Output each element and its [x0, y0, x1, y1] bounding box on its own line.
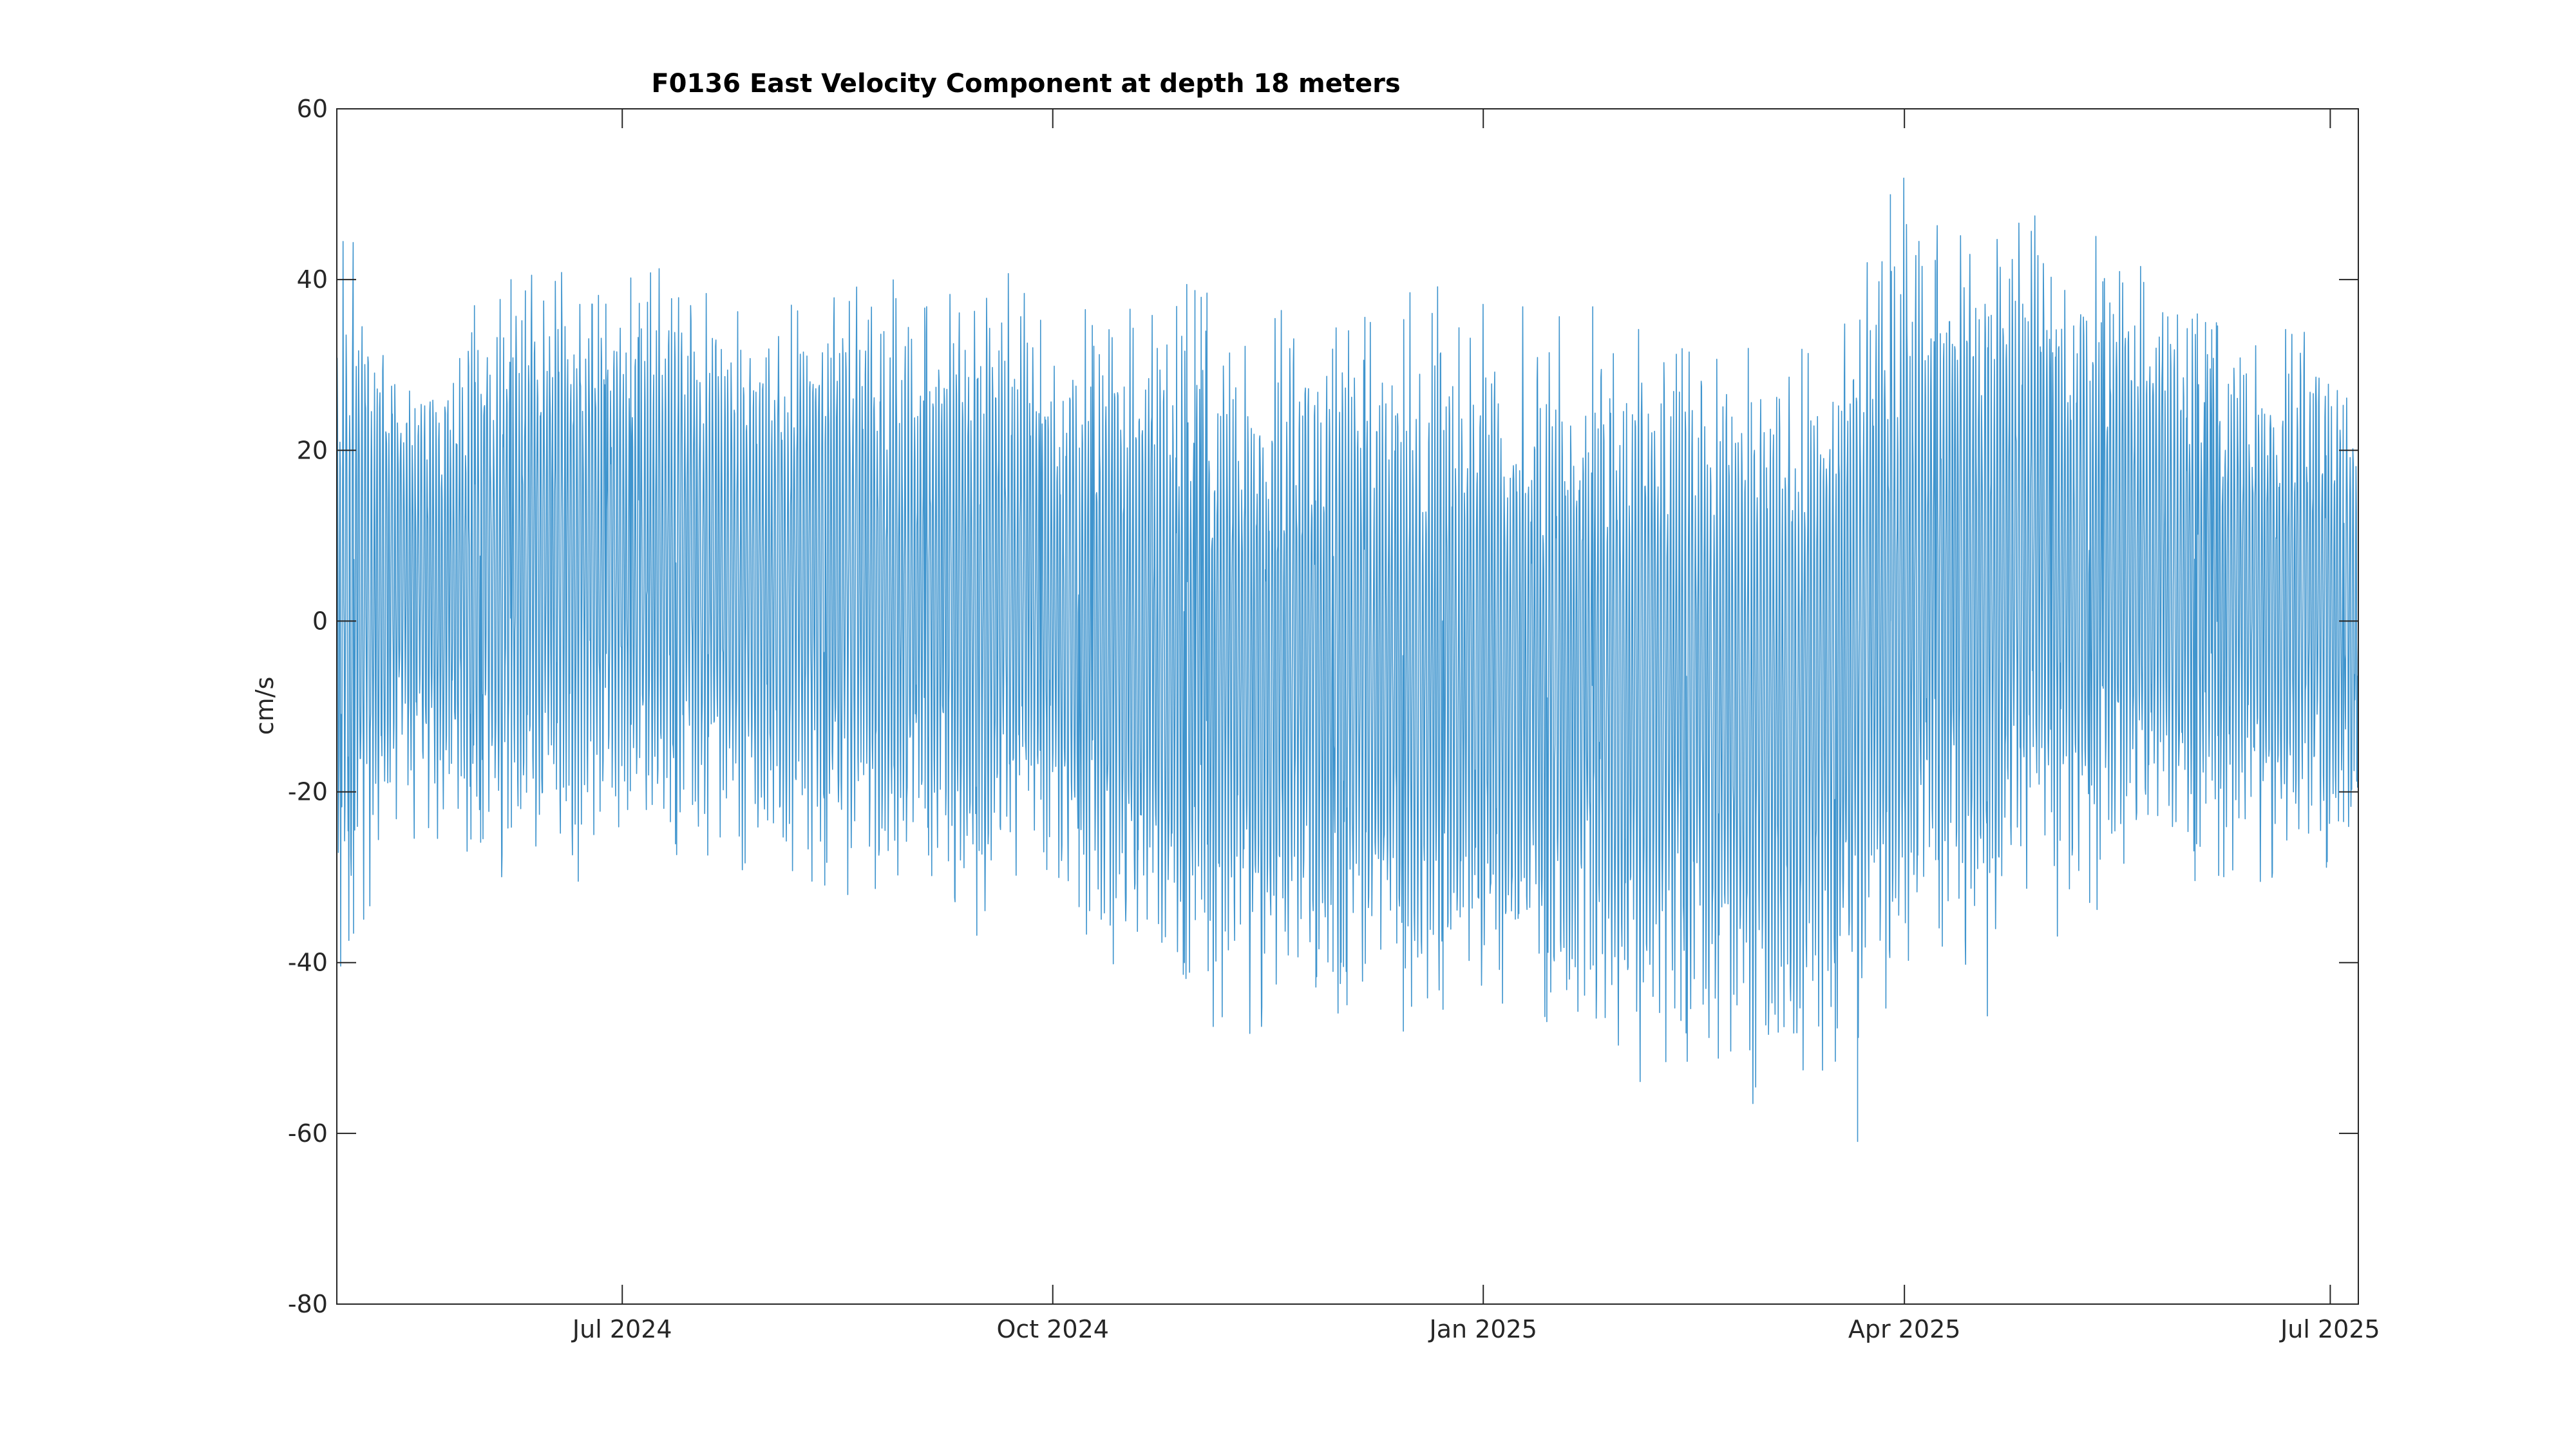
y-tick-label: -80 — [288, 1290, 328, 1318]
y-tick-label: -20 — [288, 778, 328, 806]
y-axis: 60 40 20 0 -20 -40 -60 -80 — [288, 95, 2358, 1318]
y-tick-label: 40 — [297, 265, 328, 294]
x-tick-label: Oct 2024 — [996, 1315, 1109, 1343]
x-tick-label: Jul 2024 — [571, 1315, 672, 1343]
chart-title: F0136 East Velocity Component at depth 1… — [651, 69, 1400, 99]
x-axis: Jul 2024 Oct 2024 Jan 2025 Apr 2025 Jul 2025 — [571, 109, 2380, 1343]
y-tick-label: -60 — [288, 1119, 328, 1148]
y-axis-label: cm/s — [251, 677, 279, 735]
y-tick-label: 60 — [297, 95, 328, 123]
x-tick-label: Jul 2025 — [2279, 1315, 2380, 1343]
x-tick-label: Jan 2025 — [1428, 1315, 1537, 1343]
plot-area — [336, 108, 2359, 1305]
y-tick-label: 20 — [297, 436, 328, 464]
x-tick-label: Apr 2025 — [1848, 1315, 1961, 1343]
y-tick-label: -40 — [288, 949, 328, 977]
axes-frame — [336, 108, 2359, 1305]
y-tick-label: 0 — [312, 607, 328, 635]
velocity-series-line — [336, 177, 2359, 1142]
